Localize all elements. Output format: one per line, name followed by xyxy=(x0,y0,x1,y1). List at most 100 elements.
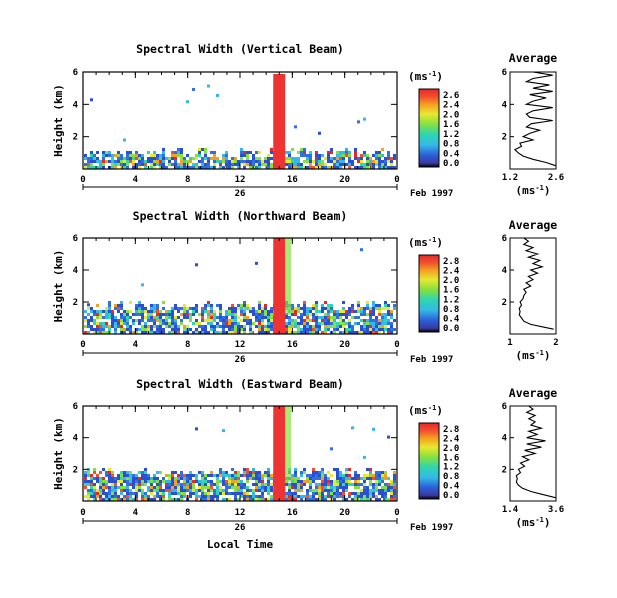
heatmap-cell xyxy=(120,325,123,328)
colorbar xyxy=(418,254,440,333)
heatmap-cell xyxy=(84,477,87,480)
heatmap-cell xyxy=(234,319,237,322)
heatmap-cell xyxy=(324,166,327,169)
heatmap-cell xyxy=(153,474,156,477)
y-tick-label: 2 xyxy=(73,465,78,475)
heatmap-cell xyxy=(186,325,189,328)
heatmap-cell xyxy=(174,483,177,486)
heatmap-cell xyxy=(315,486,318,489)
heatmap-cell xyxy=(348,166,351,169)
heatmap-cell xyxy=(198,313,201,316)
heatmap-cell xyxy=(309,166,312,169)
heatmap-cell xyxy=(351,310,354,313)
heatmap-cell xyxy=(309,495,312,498)
average-title: Average xyxy=(509,51,558,65)
heatmap-cell xyxy=(261,313,264,316)
heatmap-cell xyxy=(228,163,231,166)
heatmap-cell xyxy=(240,492,243,495)
heatmap-cell xyxy=(105,480,108,483)
heatmap-cell xyxy=(300,483,303,486)
heatmap-cell xyxy=(240,486,243,489)
heatmap-cell xyxy=(234,483,237,486)
heatmap-cell xyxy=(330,483,333,486)
heatmap-cell xyxy=(258,316,261,319)
heatmap-cell xyxy=(204,492,207,495)
heatmap-cell xyxy=(207,331,210,334)
heatmap-cell xyxy=(264,328,267,331)
heatmap-cell xyxy=(150,304,153,307)
heatmap-cell xyxy=(255,489,258,492)
average-title: Average xyxy=(509,218,558,232)
heatmap-cell xyxy=(336,483,339,486)
heatmap-cell xyxy=(225,483,228,486)
colorbar-label: (ms-1) xyxy=(408,70,443,83)
heatmap-cell xyxy=(258,474,261,477)
heatmap-cell xyxy=(318,160,321,163)
colorbar-tick-label: 1.6 xyxy=(443,286,459,296)
heatmap-cell xyxy=(351,492,354,495)
heatmap-cell xyxy=(135,166,138,169)
heatmap-cell xyxy=(105,498,108,501)
heatmap-cell xyxy=(126,316,129,319)
heatmap-cell xyxy=(348,310,351,313)
heatmap-cell xyxy=(393,480,396,483)
x-tick-label: 0 xyxy=(394,508,399,518)
heatmap-cell xyxy=(105,322,108,325)
heatmap-cell xyxy=(144,492,147,495)
heatmap-cell xyxy=(186,100,189,104)
colorbar-tick-label: 2.8 xyxy=(443,425,459,435)
heatmap-cell xyxy=(336,328,339,331)
heatmap-cell xyxy=(258,331,261,334)
heatmap-cell xyxy=(213,319,216,322)
heatmap-cell xyxy=(381,163,384,166)
heatmap-cell xyxy=(195,328,198,331)
colorbar-tick-label: 2.0 xyxy=(443,444,459,454)
heatmap-cell xyxy=(174,154,177,157)
heatmap-cell xyxy=(219,471,222,474)
heatmap-cell xyxy=(168,157,171,160)
heatmap-cell xyxy=(294,313,297,316)
heatmap-cell xyxy=(333,316,336,319)
heatmap-cell xyxy=(201,474,204,477)
heatmap-cell xyxy=(156,486,159,489)
heatmap-cell xyxy=(93,492,96,495)
heatmap-cell xyxy=(342,480,345,483)
heatmap-cell xyxy=(180,474,183,477)
heatmap-cell xyxy=(243,151,246,154)
heatmap-cell xyxy=(171,474,174,477)
heatmap-cell xyxy=(330,495,333,498)
heatmap-cell xyxy=(321,310,324,313)
heatmap-cell xyxy=(363,495,366,498)
heatmap-cell xyxy=(177,477,180,480)
colorbar-tick-label: 2.8 xyxy=(443,257,459,267)
colorbar-label: (ms-1) xyxy=(408,236,443,249)
heatmap-cell xyxy=(129,331,132,334)
heatmap-cell xyxy=(150,486,153,489)
heatmap-cell xyxy=(126,160,129,163)
heatmap-cell xyxy=(240,325,243,328)
heatmap-cell xyxy=(300,331,303,334)
heatmap-cell xyxy=(258,307,261,310)
heatmap-cell xyxy=(225,151,228,154)
heatmap-cell xyxy=(315,316,318,319)
heatmap-cell xyxy=(117,307,120,310)
heatmap-cell xyxy=(243,316,246,319)
heatmap-cell xyxy=(234,331,237,334)
heatmap-cell xyxy=(318,316,321,319)
heatmap-cell xyxy=(207,495,210,498)
heatmap-cell xyxy=(222,492,225,495)
heatmap-cell xyxy=(381,319,384,322)
heatmap-cell xyxy=(381,328,384,331)
heatmap-cell xyxy=(99,331,102,334)
heatmap-cell xyxy=(132,480,135,483)
heatmap-cell xyxy=(309,160,312,163)
heatmap-cell xyxy=(363,480,366,483)
heatmap-cell xyxy=(192,310,195,313)
heatmap-cell xyxy=(393,307,396,310)
heatmap-cell xyxy=(93,331,96,334)
heatmap-cell xyxy=(297,316,300,319)
heatmap-cell xyxy=(90,98,93,102)
heatmap-cell xyxy=(243,160,246,163)
average-x-tick-label: 1 xyxy=(507,338,512,348)
heatmap-cell xyxy=(96,480,99,483)
